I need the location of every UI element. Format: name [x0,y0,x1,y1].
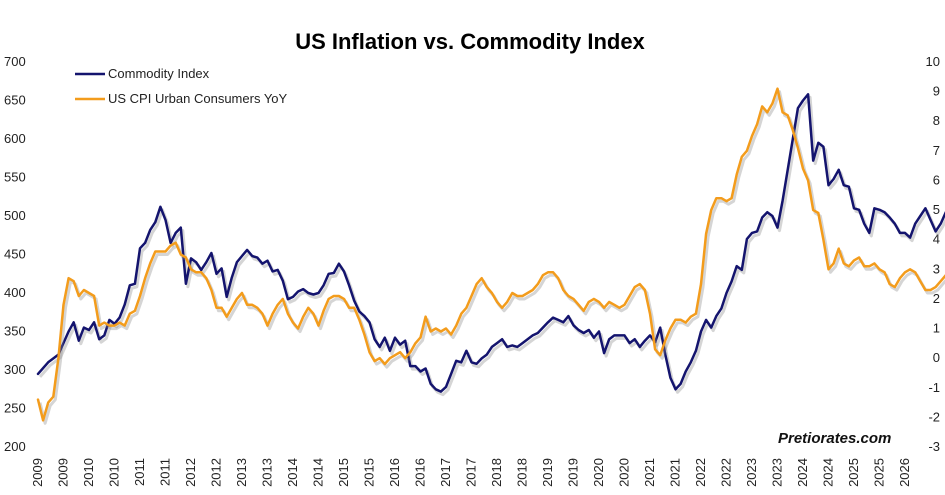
right-y-tick-label: 7 [933,143,940,158]
x-tick-label: 2016 [413,458,428,487]
x-tick-label: 2011 [132,458,147,486]
x-tick-label: 2010 [81,458,96,487]
x-tick-label: 2013 [234,458,249,487]
x-tick-label: 2011 [158,458,173,486]
left-y-tick-label: 350 [4,324,26,339]
right-y-axis: -3 -2 -1 0 1 2 3 4 5 6 7 8 9 10 [926,54,940,454]
right-y-tick-label: -3 [928,439,940,454]
x-tick-label: 2025 [872,458,887,487]
x-tick-label: 2020 [617,458,632,487]
series-shadow-cpi-yoy [38,90,945,425]
x-tick-label: 2017 [438,458,453,487]
x-tick-label: 2018 [515,458,530,487]
left-y-tick-label: 500 [4,208,26,223]
x-tick-label: 2017 [464,458,479,487]
left-y-tick-label: 450 [4,247,26,262]
x-tick-label: 2024 [795,458,810,487]
left-y-tick-label: 300 [4,362,26,377]
x-tick-label: 2013 [260,458,275,487]
x-tick-label: 2010 [107,458,122,487]
x-tick-label: 2012 [183,458,198,487]
x-tick-label: 2009 [30,458,45,487]
x-tick-label: 2012 [209,458,224,487]
x-tick-label: 2020 [591,458,606,487]
legend-label-cpi: US CPI Urban Consumers YoY [108,91,288,106]
right-y-tick-label: 4 [933,232,940,247]
right-y-tick-label: 2 [933,291,940,306]
right-y-tick-label: 6 [933,172,940,187]
x-tick-label: 2009 [56,458,71,487]
x-tick-label: 2024 [821,458,836,487]
left-y-tick-label: 700 [4,54,26,69]
x-tick-label: 2019 [540,458,555,487]
left-y-tick-label: 400 [4,285,26,300]
right-y-tick-label: -2 [928,409,940,424]
left-y-tick-label: 200 [4,439,26,454]
x-axis: 2009 2009 2010 2010 2011 2011 2012 2012 2013 2013… [30,458,912,487]
x-tick-label: 2023 [770,458,785,487]
right-y-tick-label: 8 [933,113,940,128]
x-tick-label: 2015 [336,458,351,487]
right-y-tick-label: 5 [933,202,940,217]
right-y-tick-label: 0 [933,350,940,365]
x-tick-label: 2015 [362,458,377,487]
x-tick-label: 2018 [489,458,504,487]
series-line-commodity-index [36,93,945,393]
left-y-axis: 200 250 300 350 400 450 500 550 600 650 700 [4,54,26,454]
x-tick-label: 2025 [846,458,861,487]
x-tick-label: 2016 [387,458,402,487]
right-y-tick-label: 3 [933,261,940,276]
left-y-tick-label: 600 [4,131,26,146]
x-tick-label: 2022 [693,458,708,487]
x-tick-label: 2014 [311,458,326,487]
right-y-tick-label: 1 [933,321,940,336]
x-tick-label: 2026 [897,458,912,487]
x-tick-label: 2021 [642,458,657,487]
x-tick-label: 2022 [719,458,734,487]
x-tick-label: 2023 [744,458,759,487]
chart-title: US Inflation vs. Commodity Index [295,29,645,54]
x-tick-label: 2019 [566,458,581,487]
x-tick-label: 2021 [668,458,683,487]
right-y-tick-label: 9 [933,84,940,99]
legend: Commodity Index US CPI Urban Consumers Y… [75,66,288,106]
watermark: Pretiorates.com [778,430,891,447]
series-layer [36,87,945,425]
right-y-tick-label: -1 [928,380,940,395]
left-y-tick-label: 650 [4,93,26,108]
left-y-tick-label: 250 [4,401,26,416]
legend-label-commodity: Commodity Index [108,66,210,81]
left-y-tick-label: 550 [4,170,26,185]
series-line-cpi-yoy [36,87,945,422]
x-tick-label: 2014 [285,458,300,487]
right-y-tick-label: 10 [926,54,940,69]
